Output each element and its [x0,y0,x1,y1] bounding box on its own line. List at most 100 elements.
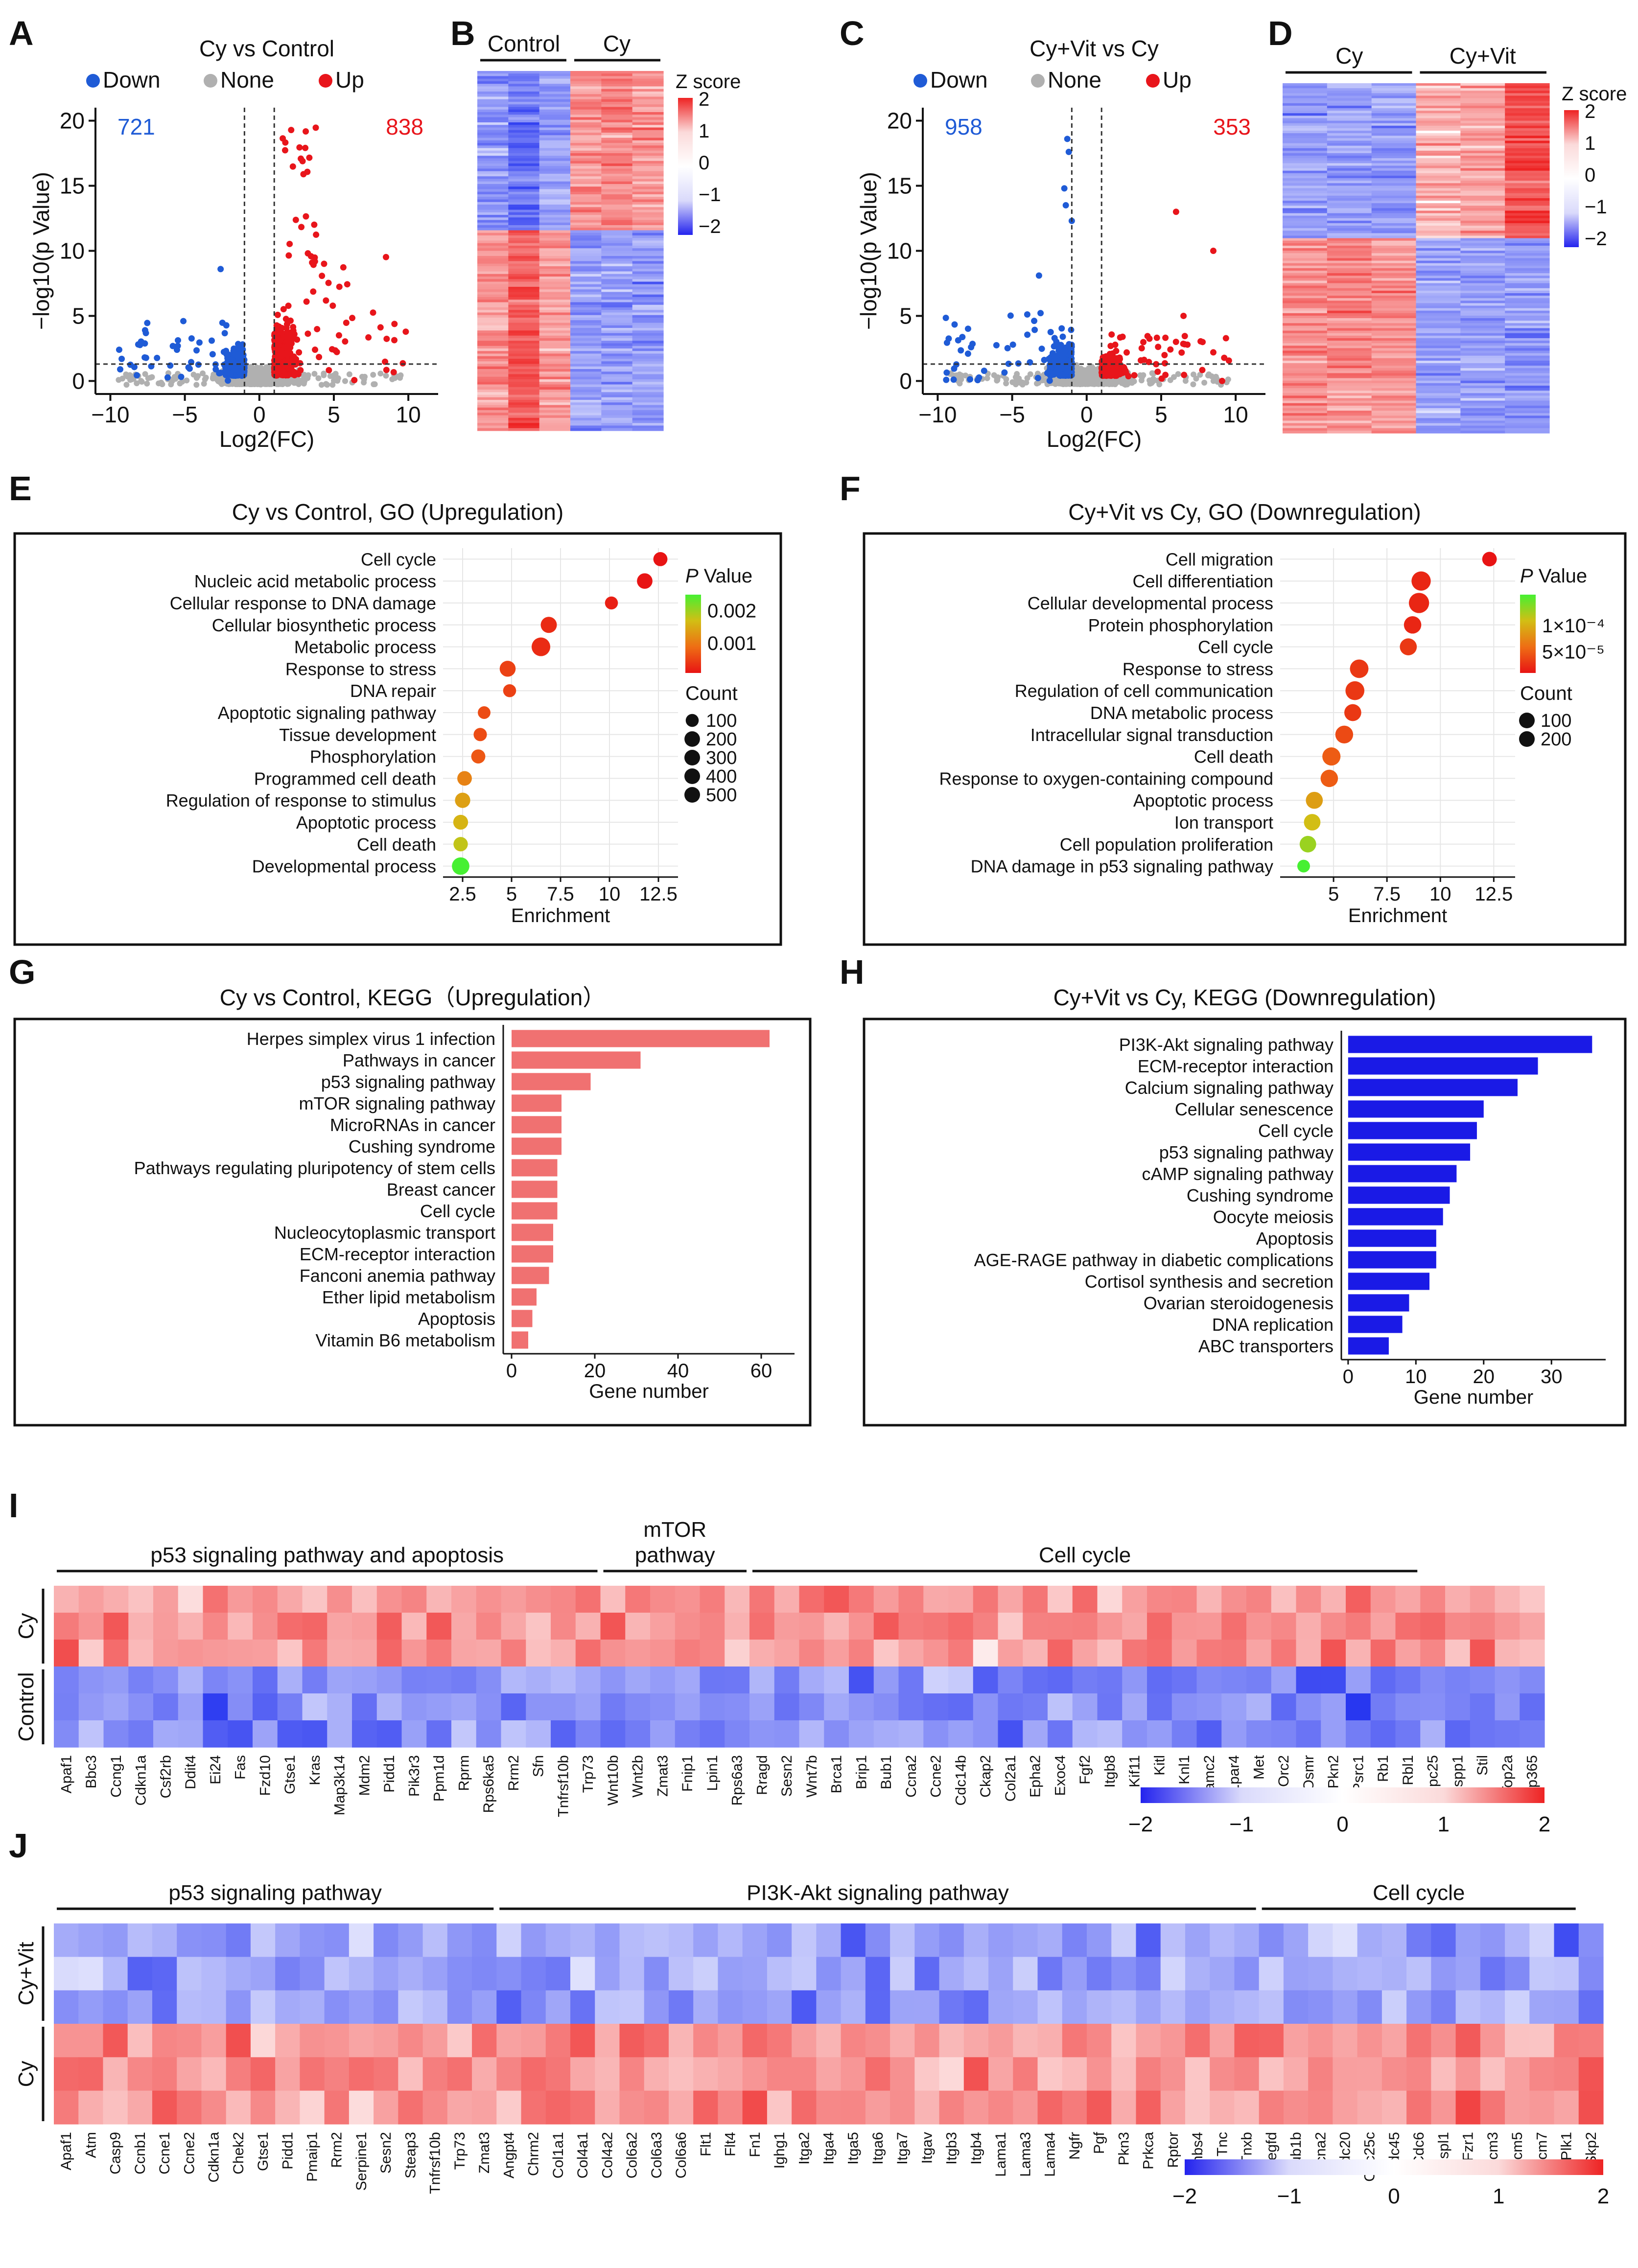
heatmap-cell [632,179,664,182]
heatmap-cell [1505,153,1550,156]
heatmap-cell [539,115,571,118]
heatmap-cell [508,153,540,156]
point-up [285,252,292,259]
heatmap-cell [1460,240,1505,244]
y-tick-label: 5 [72,303,85,328]
heatmap-cell [1371,240,1417,244]
heatmap-cell [632,387,664,390]
point-none [1201,379,1208,386]
heatmap-cell [477,145,509,149]
heatmap-cell [508,163,540,166]
heatmap-cell [570,176,602,180]
heatmap-cell [539,390,571,393]
heatmap-cell [601,138,633,141]
heatmap-cell [632,294,664,298]
point-up [304,250,311,257]
heatmap-cell [508,348,540,351]
legend-dot-down [86,74,100,88]
heatmap-cell [632,184,664,187]
point-none [318,382,325,388]
heatmap-cell [1460,91,1505,94]
point-up [274,311,281,318]
heatmap-cell [1371,150,1417,154]
heatmap-cell [477,191,509,195]
heatmap-cell [1327,93,1372,96]
heatmap-cell [570,148,602,151]
heatmap-cell [1460,83,1505,86]
point-up [1153,334,1160,341]
heatmap-cell [477,220,509,223]
heatmap-cell [601,292,633,295]
heatmap-cell [632,130,664,133]
heatmap-cell [1283,233,1328,236]
heatmap-cell [570,251,602,254]
heatmap-cell [477,415,509,418]
point-up [303,213,309,220]
heatmap-cell [1460,111,1505,114]
point-up [277,337,283,344]
heatmap-cell [1416,238,1461,241]
heatmap-cell [601,119,633,123]
heatmap-cell [570,217,602,221]
heatmap-cell [632,232,664,236]
heatmap-cell [1416,95,1461,99]
heatmap-cell [632,166,664,169]
heatmap-cell [477,179,509,182]
heatmap-cell [601,150,633,154]
count-up: 838 [386,114,423,139]
heatmap-cell [1460,215,1505,219]
heatmap-cell [539,81,571,84]
heatmap-cell [1327,91,1372,94]
heatmap-cell [570,287,602,290]
heatmap-cell [570,163,602,166]
heatmap-cell [508,240,540,244]
heatmap-cell [1283,128,1328,131]
heatmap-cell [1327,138,1372,141]
heatmap-cell [601,287,633,290]
heatmap-cell [1416,118,1461,121]
heatmap-cell [477,81,509,84]
heatmap-cell [570,207,602,210]
heatmap-cell [601,174,633,177]
point-up [1108,351,1115,358]
heatmap-cell [1283,243,1328,246]
point-down [1009,341,1016,348]
heatmap-cell [1416,235,1461,239]
y-tick-label: 0 [899,368,912,393]
point-none [1138,377,1145,384]
heatmap-cell [570,258,602,262]
heatmap-cell [601,168,633,172]
heatmap-cell [477,348,509,351]
point-up [335,332,342,339]
heatmap-cell [632,277,664,279]
point-up [383,367,390,373]
heatmap-cell [601,356,633,359]
heatmap-cell [1327,215,1372,219]
heatmap-cell [632,235,664,238]
heatmap-cell [1371,185,1417,189]
heatmap-cell [1505,215,1550,219]
heatmap-cell [1371,116,1417,119]
heatmap-cell [1416,173,1461,176]
heatmap-cell [632,186,664,190]
heatmap-cell [601,307,633,310]
heatmap-cell [477,171,509,174]
heatmap-cell [632,76,664,79]
point-down [154,354,161,361]
point-down [144,320,151,326]
heatmap-cell [570,394,602,398]
heatmap-cell [632,197,664,200]
heatmap-cell [601,294,633,298]
count-up: 353 [1213,114,1251,139]
heatmap-cell [1460,208,1505,211]
point-none [295,376,301,383]
heatmap-cell [1460,140,1505,144]
heatmap-cell [508,96,540,100]
heatmap-cell [1416,231,1461,234]
heatmap-cell [1371,210,1417,214]
point-up [1172,338,1179,345]
heatmap-cell [477,153,509,156]
heatmap-cell [601,104,633,108]
point-up [1199,339,1206,346]
heatmap-cell [477,176,509,180]
